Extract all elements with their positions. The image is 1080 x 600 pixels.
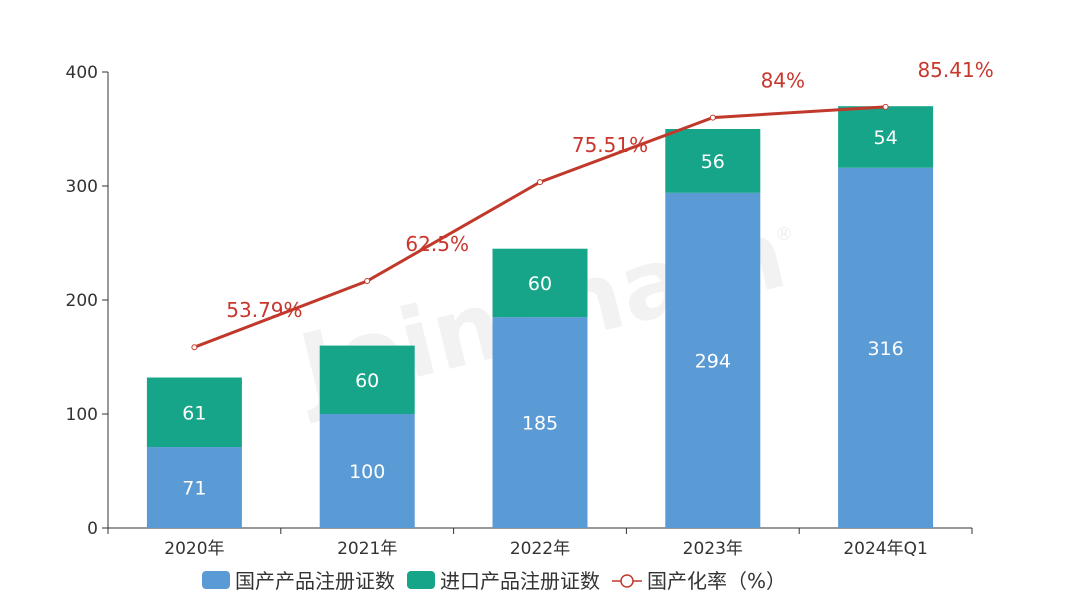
bar-imported [665, 129, 761, 193]
rate-line: 53.79% 62.5% 75.51% 84% 85.41% [191, 58, 994, 351]
axes: 0 100 200 300 400 2020年 2021年 2022年 2023年 2024年Q1 [66, 63, 973, 559]
x-tick-label: 2024年Q1 [843, 539, 927, 559]
rate-label: 75.51% [572, 133, 648, 157]
x-tick-label: 2023年 [683, 539, 743, 559]
rate-point [537, 179, 543, 186]
legend-label: 国产产品注册证数 [235, 569, 395, 593]
y-tick-label: 200 [66, 291, 98, 311]
bar-domestic [838, 167, 934, 528]
legend-label: 进口产品注册证数 [440, 569, 600, 593]
bar-domestic [319, 414, 415, 528]
bar-imported [319, 345, 415, 414]
bar-label-imported: 56 [701, 151, 725, 173]
bar-imported [146, 377, 242, 448]
legend-swatch-imported [407, 571, 435, 589]
rate-label: 62.5% [405, 232, 469, 256]
x-tick-label: 2020年 [164, 539, 224, 559]
rate-label: 84% [761, 69, 805, 93]
legend-label: 国产化率（%） [647, 569, 786, 593]
rate-point [882, 103, 889, 110]
watermark-registered-mark: ® [775, 224, 793, 245]
bar-label-imported: 61 [182, 402, 206, 424]
bar-label-domestic: 100 [349, 461, 385, 483]
bar-imported [838, 106, 934, 168]
bar-label-domestic: 294 [695, 350, 731, 372]
bar-label-domestic: 71 [182, 478, 206, 500]
bar-label-domestic: 185 [522, 413, 558, 435]
bar-domestic [492, 317, 588, 528]
y-tick-label: 400 [66, 63, 98, 83]
bar-domestic [146, 447, 242, 528]
x-tick-label: 2021年 [337, 539, 397, 559]
y-tick-label: 300 [66, 177, 98, 197]
bar-label-imported: 54 [874, 127, 898, 149]
rate-label: 53.79% [226, 298, 302, 322]
y-tick-label: 0 [87, 519, 98, 539]
legend-swatch-rate-point [620, 574, 634, 588]
bar-domestic [665, 192, 761, 528]
bar-label-domestic: 316 [867, 338, 903, 360]
rate-point [191, 344, 198, 351]
legend: 国产产品注册证数 进口产品注册证数 国产化率（%） [202, 569, 786, 593]
y-tick-label: 100 [66, 405, 98, 425]
x-tick-label: 2022年 [510, 539, 570, 559]
legend-swatch-domestic [202, 571, 230, 589]
bar-imported [492, 248, 588, 318]
bar-label-imported: 60 [528, 273, 552, 295]
bar-label-imported: 60 [355, 370, 379, 392]
bars: 71 61 100 60 185 60 294 56 316 54 [146, 106, 934, 528]
rate-point [709, 114, 716, 121]
rate-label: 85.41% [917, 58, 993, 82]
rate-point [364, 278, 371, 284]
